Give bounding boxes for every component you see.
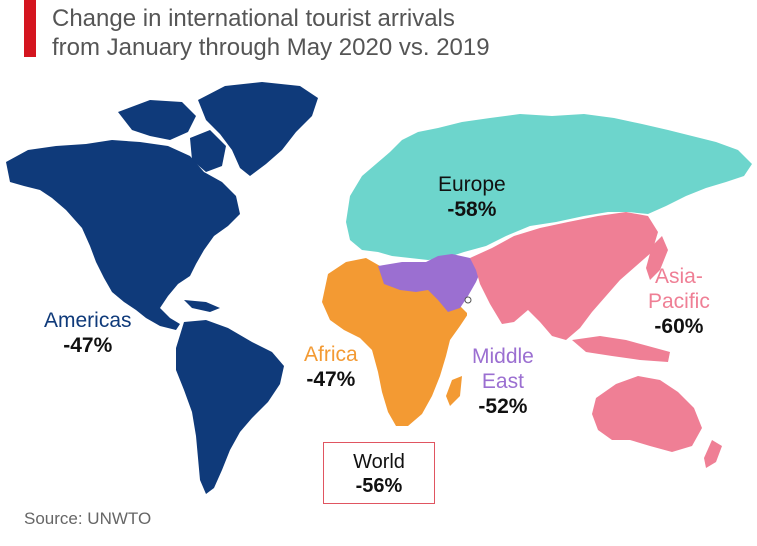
region-madagascar — [446, 376, 462, 406]
region-greenland — [198, 82, 318, 176]
chart-title: Change in international tourist arrivals… — [52, 4, 490, 62]
asia-pacific-name-1: Asia- — [655, 265, 703, 288]
label-europe: Europe -58% — [438, 172, 506, 222]
title-line-1: Change in international tourist arrivals — [52, 5, 455, 32]
title-line-2: from January through May 2020 vs. 2019 — [52, 34, 490, 61]
middle-east-name-1: Middle — [472, 345, 534, 368]
label-asia-pacific: Asia- Pacific -60% — [648, 264, 710, 339]
region-arctic-islands — [118, 100, 196, 140]
region-north-america — [6, 140, 240, 330]
label-africa: Africa -47% — [304, 342, 358, 392]
region-south-america — [176, 320, 284, 494]
source-note: Source: UNWTO — [24, 509, 152, 528]
region-baffin-island — [190, 130, 226, 172]
region-southeast-asia — [572, 336, 670, 362]
region-asia — [470, 212, 658, 340]
world-value: -56% — [355, 475, 403, 497]
middle-east-leader-dot — [464, 296, 472, 304]
region-europe — [346, 114, 752, 260]
asia-pacific-value: -60% — [654, 315, 704, 338]
americas-name: Americas — [44, 309, 132, 332]
europe-name: Europe — [438, 173, 506, 196]
middle-east-value: -52% — [478, 395, 528, 418]
region-new-zealand — [704, 440, 722, 468]
middle-east-name-2: East — [481, 370, 524, 393]
region-middle-east — [378, 254, 482, 312]
world-name: World — [353, 451, 405, 473]
region-japan — [646, 236, 668, 280]
label-middle-east: Middle East -52% — [472, 344, 534, 419]
region-australia — [592, 376, 702, 452]
label-americas: Americas -47% — [44, 308, 132, 358]
asia-pacific-name-2: Pacific — [648, 290, 710, 313]
world-total-box: World -56% — [323, 442, 435, 504]
accent-bar — [24, 0, 36, 57]
europe-value: -58% — [447, 198, 497, 221]
region-caribbean — [184, 300, 220, 312]
americas-value: -47% — [63, 334, 113, 357]
region-africa — [322, 258, 468, 426]
africa-name: Africa — [304, 343, 358, 366]
africa-value: -47% — [306, 368, 356, 391]
